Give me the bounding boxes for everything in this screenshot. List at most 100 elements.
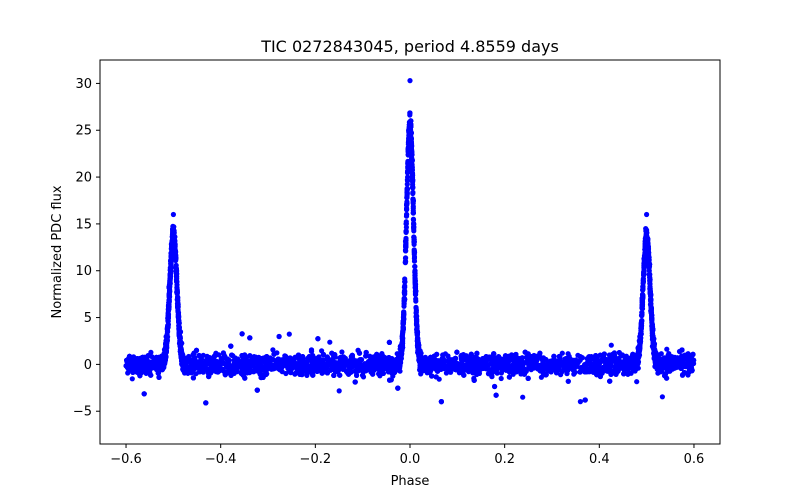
data-point <box>303 360 309 366</box>
data-point <box>668 354 674 360</box>
data-point <box>228 343 234 349</box>
data-point <box>180 367 186 373</box>
data-point <box>139 367 145 373</box>
data-point <box>540 367 546 373</box>
data-point <box>241 353 247 359</box>
data-point <box>231 357 237 363</box>
data-point <box>681 356 687 362</box>
data-point <box>403 235 409 241</box>
data-point <box>543 372 549 378</box>
data-point <box>168 263 174 269</box>
data-point <box>130 364 136 370</box>
data-point <box>270 347 276 353</box>
data-point <box>275 362 282 368</box>
data-point <box>551 353 557 359</box>
data-point <box>387 377 393 383</box>
data-point <box>437 362 443 368</box>
data-point <box>572 369 578 375</box>
data-point <box>327 339 333 345</box>
data-point <box>349 364 355 370</box>
data-point <box>332 368 339 375</box>
data-point <box>581 364 587 370</box>
data-point <box>479 359 485 365</box>
data-point <box>626 362 632 368</box>
data-point <box>247 335 253 341</box>
data-point <box>346 371 352 377</box>
data-point <box>254 387 260 393</box>
data-point <box>493 392 499 398</box>
data-point <box>467 355 473 361</box>
data-point <box>459 360 465 366</box>
data-point <box>165 312 171 318</box>
data-point <box>520 394 526 400</box>
data-point <box>239 331 245 337</box>
data-point <box>315 336 321 342</box>
data-point <box>565 351 571 357</box>
data-point <box>288 369 294 376</box>
data-point <box>553 365 560 371</box>
data-point <box>329 350 335 356</box>
data-point <box>525 375 531 381</box>
data-point <box>209 359 215 366</box>
data-point <box>386 339 392 345</box>
data-point <box>144 354 150 360</box>
data-point <box>295 361 301 367</box>
data-point <box>605 361 612 367</box>
data-point <box>510 361 517 368</box>
data-point <box>269 362 275 368</box>
data-point <box>203 400 209 406</box>
data-point <box>161 353 167 359</box>
data-point <box>622 360 628 366</box>
data-point <box>589 364 595 371</box>
data-point <box>423 356 429 362</box>
data-point <box>562 359 568 365</box>
data-point <box>679 347 685 353</box>
data-point <box>599 357 605 363</box>
data-point <box>372 362 378 368</box>
data-point <box>413 296 419 302</box>
data-point <box>378 354 384 360</box>
data-point <box>678 363 684 369</box>
data-point <box>214 359 221 365</box>
data-point <box>367 363 374 369</box>
data-point <box>355 368 361 374</box>
data-point <box>148 359 154 365</box>
data-point <box>222 353 228 359</box>
data-point <box>461 372 467 378</box>
data-point <box>188 363 194 369</box>
data-point <box>156 374 162 380</box>
data-point <box>314 361 320 367</box>
data-point <box>140 354 146 360</box>
data-point <box>433 366 439 372</box>
data-point <box>664 346 670 352</box>
data-point <box>348 357 354 363</box>
data-point <box>691 357 697 363</box>
data-point <box>301 367 307 373</box>
data-point <box>161 364 167 371</box>
data-point <box>454 349 460 355</box>
data-point <box>291 357 297 363</box>
data-point <box>513 351 519 358</box>
data-point <box>206 373 212 380</box>
data-point <box>667 363 673 369</box>
data-point <box>125 356 132 362</box>
data-point <box>687 362 693 368</box>
data-point <box>337 372 343 378</box>
data-point <box>167 280 173 286</box>
data-point <box>412 263 418 270</box>
data-point <box>300 356 306 362</box>
data-point <box>586 354 592 360</box>
data-point <box>491 351 497 357</box>
data-point <box>133 357 139 363</box>
data-point <box>577 369 583 375</box>
data-point <box>352 379 358 385</box>
data-point <box>577 399 584 405</box>
data-point <box>174 288 180 294</box>
data-point <box>176 319 182 325</box>
data-point <box>433 374 439 380</box>
data-point <box>561 366 567 372</box>
data-point <box>240 372 246 378</box>
data-point <box>541 362 548 368</box>
data-point <box>505 359 511 365</box>
data-point <box>252 360 258 366</box>
